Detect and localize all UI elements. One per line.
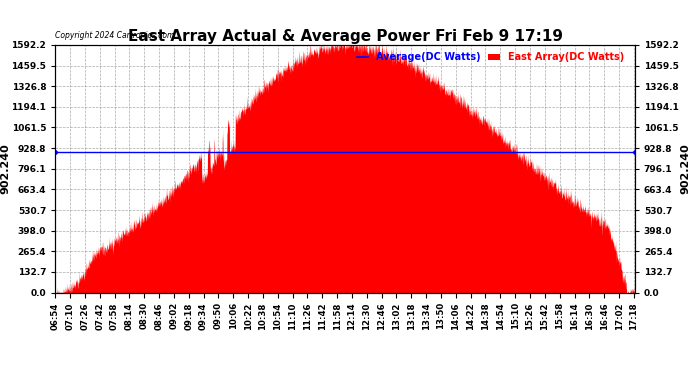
Title: East Array Actual & Average Power Fri Feb 9 17:19: East Array Actual & Average Power Fri Fe… bbox=[128, 29, 562, 44]
Y-axis label: 902.240: 902.240 bbox=[680, 143, 690, 194]
Y-axis label: 902.240: 902.240 bbox=[0, 143, 10, 194]
Legend: Average(DC Watts), East Array(DC Watts): Average(DC Watts), East Array(DC Watts) bbox=[357, 53, 624, 62]
Text: Copyright 2024 Cartronics.com: Copyright 2024 Cartronics.com bbox=[55, 32, 175, 40]
